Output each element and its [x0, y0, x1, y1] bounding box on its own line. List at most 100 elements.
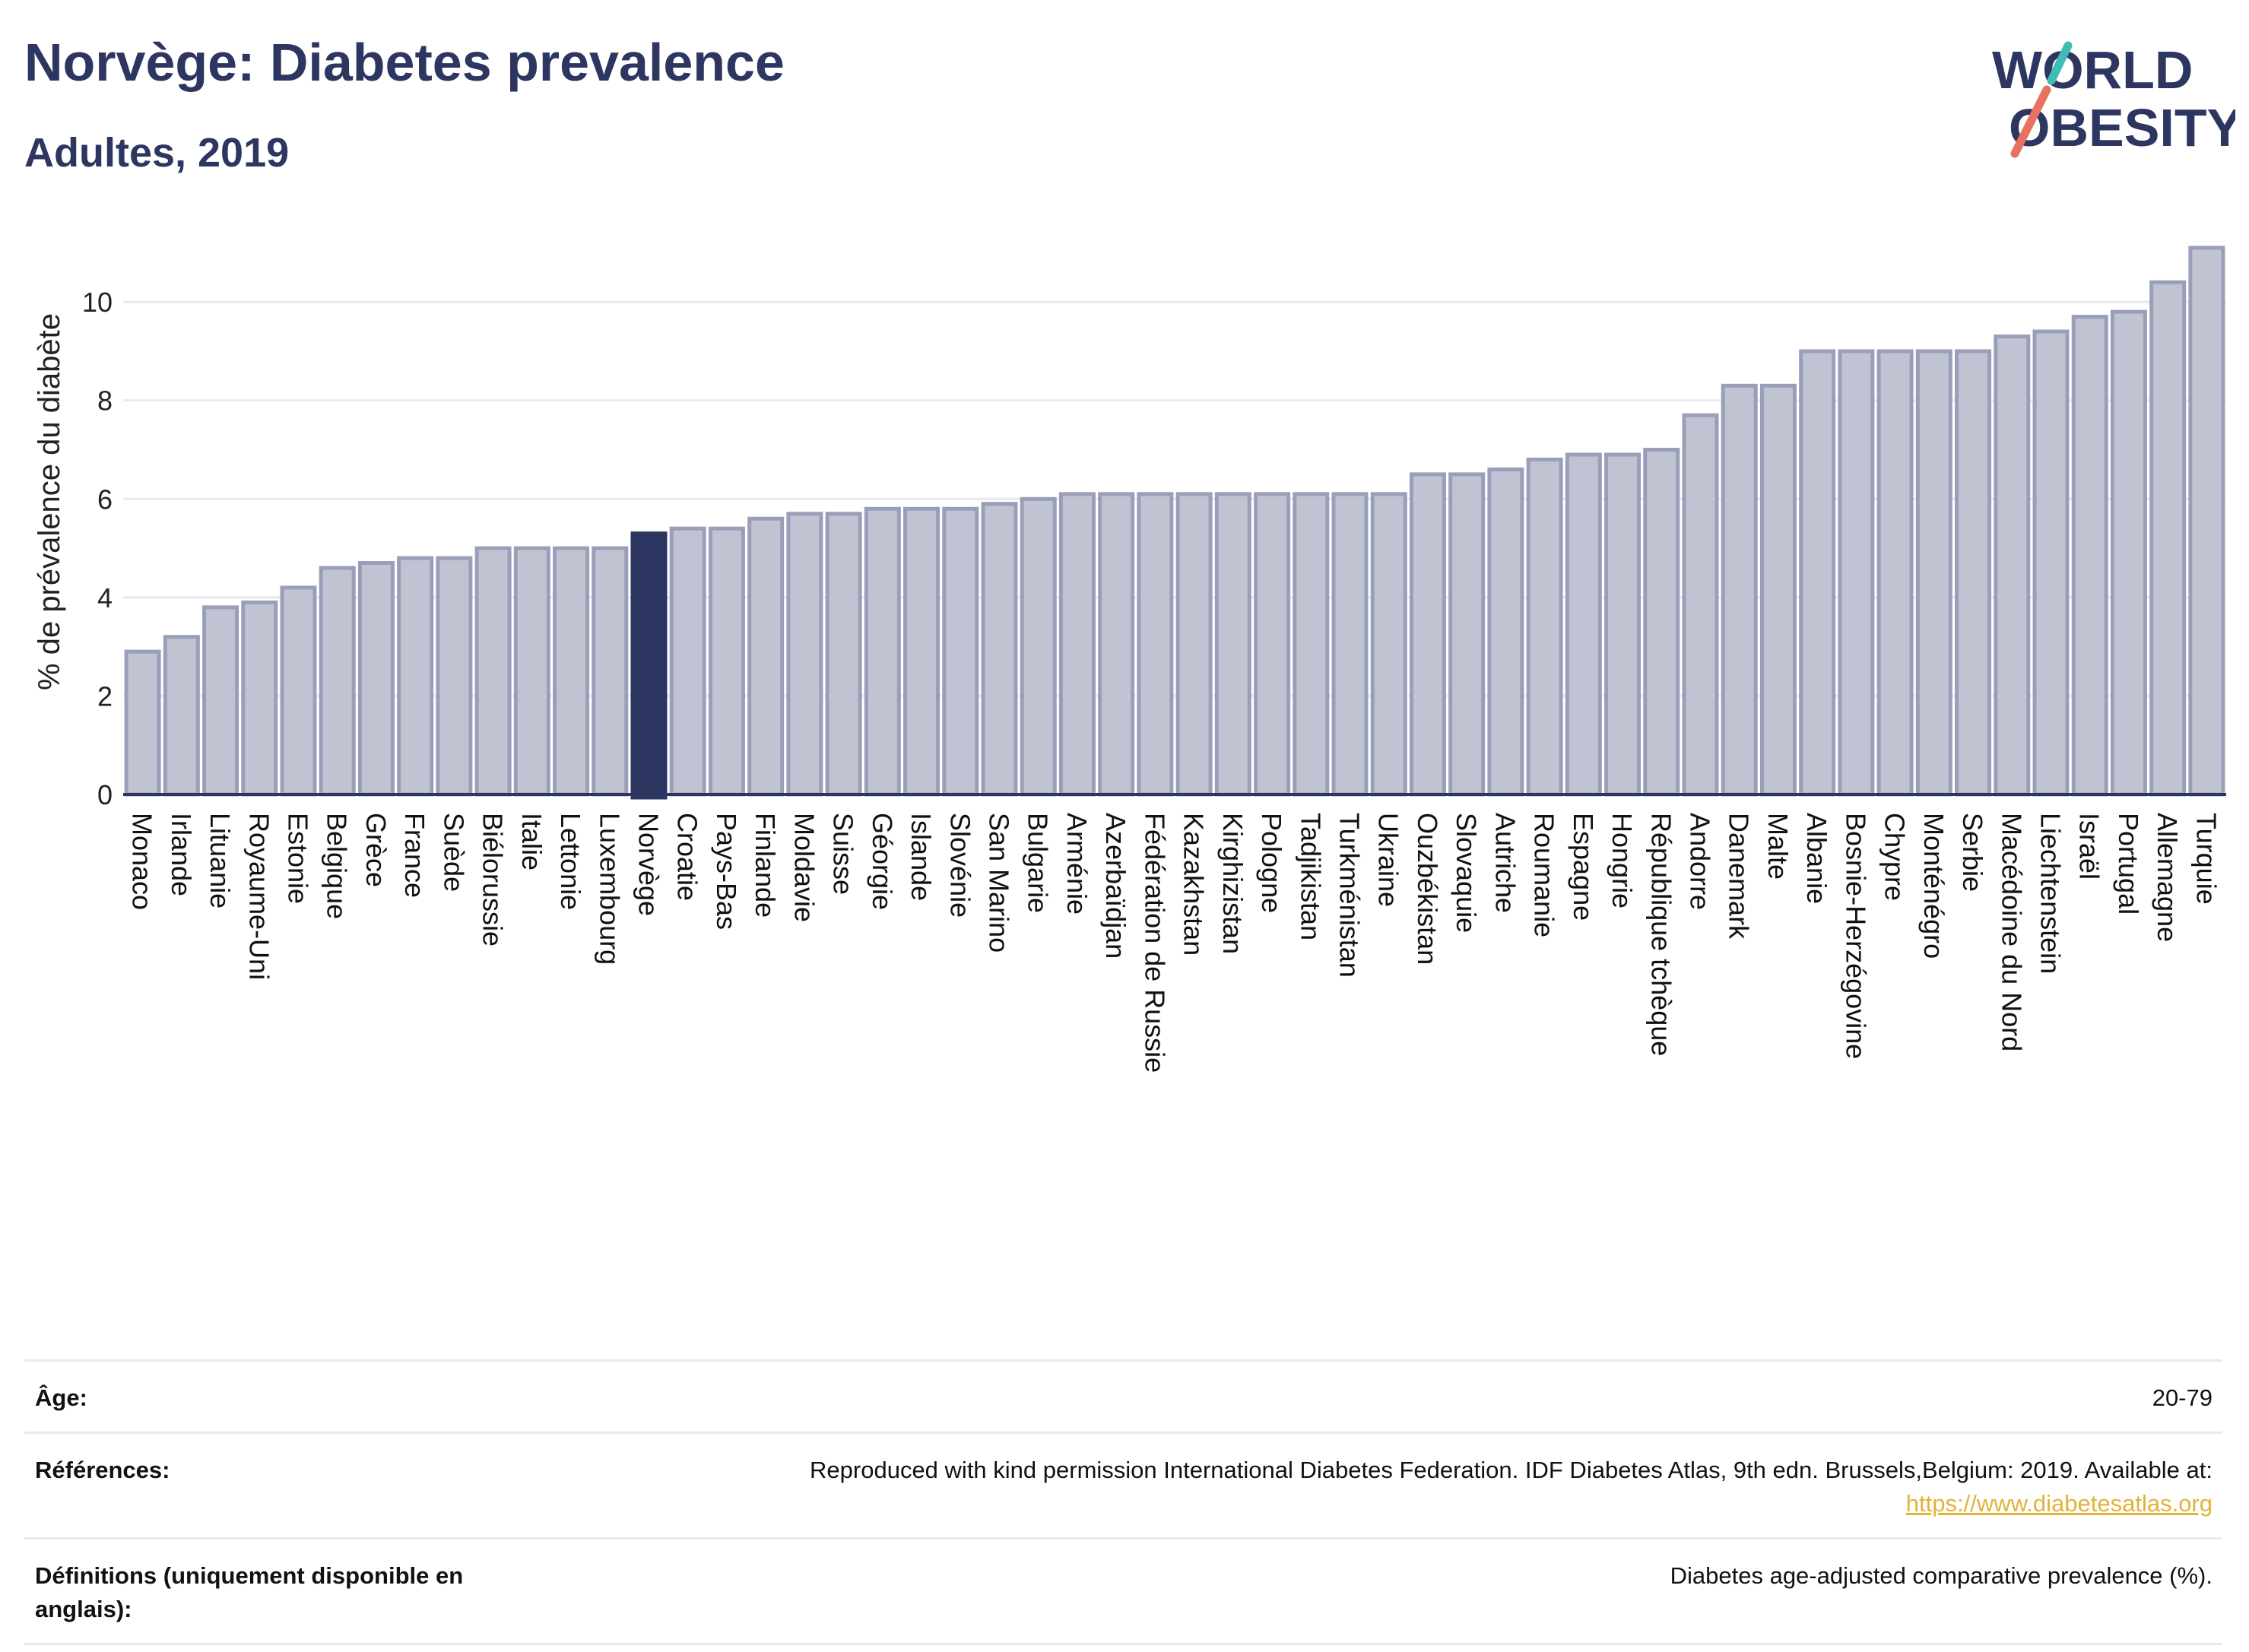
x-category-label: Roumanie [1529, 813, 1560, 937]
bar [1565, 452, 1602, 797]
y-tick-label: 10 [82, 287, 113, 318]
y-tick-label: 8 [97, 385, 113, 417]
x-category-label: Andorre [1685, 813, 1716, 910]
x-category-label: Croatie [672, 813, 703, 901]
bar [2071, 315, 2108, 797]
bar [1721, 383, 1758, 797]
bar [2188, 246, 2225, 797]
bar [1876, 349, 1914, 797]
x-category-label: Luxembourg [594, 813, 625, 965]
x-category-label: Arménie [1061, 813, 1093, 915]
x-category-label: Espagne [1568, 813, 1599, 921]
x-category-label: Turkménistan [1334, 813, 1366, 978]
bar [864, 506, 901, 797]
x-category-label: Géorgie [867, 813, 898, 910]
bar [1604, 452, 1642, 797]
page-subtitle: Adultes, 2019 [24, 130, 290, 176]
logo-line1: WORLD [1992, 40, 2193, 100]
logo-slash-coral [2010, 85, 2051, 158]
x-category-label: Chypre [1879, 813, 1911, 901]
x-category-label: Kirghizistan [1217, 813, 1248, 954]
x-category-label: Bulgarie [1023, 813, 1054, 913]
bar [1331, 492, 1369, 797]
bar [163, 635, 200, 797]
x-category-label: Portugal [2113, 813, 2144, 915]
x-category-label: Slovénie [944, 813, 975, 918]
bar [981, 502, 1018, 797]
bar [280, 585, 317, 797]
bar [942, 506, 979, 797]
bar [1214, 492, 1251, 797]
x-category-label: Moldavie [788, 813, 820, 922]
grid-lines [123, 300, 2226, 697]
y-axis-label: % de prévalence du diabète [33, 313, 66, 690]
bar [786, 512, 823, 797]
x-category-label: Italie [516, 813, 547, 870]
x-category-labels: Monaco Irlande Lituanie Royaume-Uni Estonie B… [127, 813, 2222, 1073]
x-category-label: Serbie [1957, 813, 1988, 892]
bar [708, 526, 745, 797]
y-tick-label: 2 [97, 680, 113, 712]
bar [1370, 492, 1407, 797]
x-category-label: Norvège [633, 813, 665, 916]
x-category-label: Liechtenstein [2035, 813, 2067, 974]
x-category-label: Israël [2074, 813, 2105, 880]
age-label: Âge: [24, 1359, 561, 1433]
x-category-label: Suisse [828, 813, 859, 895]
bar [2149, 280, 2187, 797]
bar [1682, 413, 1719, 797]
bar [1448, 472, 1486, 797]
y-tick-label: 0 [97, 779, 113, 810]
x-category-label: Tadjikistan [1295, 813, 1326, 940]
bar [1175, 492, 1213, 797]
x-category-label: Lettonie [555, 813, 586, 910]
bar [2110, 309, 2147, 797]
bar [1994, 335, 2031, 797]
x-category-label: Monténégro [1918, 813, 1949, 959]
bar [1058, 492, 1096, 797]
bar [1799, 349, 1836, 797]
logo-slash-teal [2047, 41, 2073, 85]
logo-line2: OBESITY [2009, 98, 2235, 157]
bar [1020, 496, 1057, 797]
x-category-label: Islande [906, 813, 937, 901]
x-category-label: Estonie [283, 813, 314, 904]
x-category-label: Azerbaïdjan [1100, 813, 1131, 959]
bar [825, 512, 862, 797]
bar [747, 516, 785, 797]
bar [1915, 349, 1952, 797]
x-category-label: Hongrie [1607, 813, 1638, 908]
bar [1137, 492, 1174, 797]
references-link[interactable]: https://www.diabetesatlas.org [1905, 1490, 2213, 1517]
references-text: Reproduced with kind permission Internat… [810, 1457, 2213, 1483]
x-category-label: Monaco [127, 813, 158, 910]
x-category-label: San Marino [984, 813, 1015, 953]
x-category-label: Biélorussie [477, 813, 509, 946]
bar [1487, 467, 1524, 797]
definitions-value: Diabetes age-adjusted comparative preval… [561, 1537, 2222, 1645]
x-category-label: Ukraine [1373, 813, 1404, 907]
definitions-label: Définitions (uniquement disponible en an… [24, 1537, 561, 1645]
bar [1254, 492, 1291, 797]
x-category-label: Turquie [2190, 813, 2222, 905]
info-row-definitions: Définitions (uniquement disponible en an… [24, 1537, 2222, 1645]
bar [1759, 383, 1797, 797]
x-category-label: France [399, 813, 430, 898]
bar [1955, 349, 1992, 797]
bar-highlight [630, 531, 668, 800]
bar [319, 566, 356, 797]
bar [669, 526, 706, 797]
bar [513, 546, 550, 797]
info-table: Âge: 20-79 Références: Reproduced with k… [24, 1359, 2222, 1645]
x-category-label: Kazakhstan [1178, 813, 1210, 956]
x-category-label: Albanie [1801, 813, 1832, 904]
x-category-label: Lituanie [205, 813, 236, 908]
bar [592, 546, 629, 797]
x-category-label: Fédération de Russie [1139, 813, 1170, 1073]
age-value: 20-79 [561, 1359, 2222, 1433]
bar [553, 546, 590, 797]
x-category-label: République tchèque [1645, 813, 1676, 1056]
y-tick-label: 6 [97, 484, 113, 515]
bar-chart: 0 2 4 6 8 10 Monaco Irlande Lituanie Royaume-Uni… [33, 246, 2226, 1073]
x-category-label: Ouzbékistan [1412, 813, 1443, 965]
